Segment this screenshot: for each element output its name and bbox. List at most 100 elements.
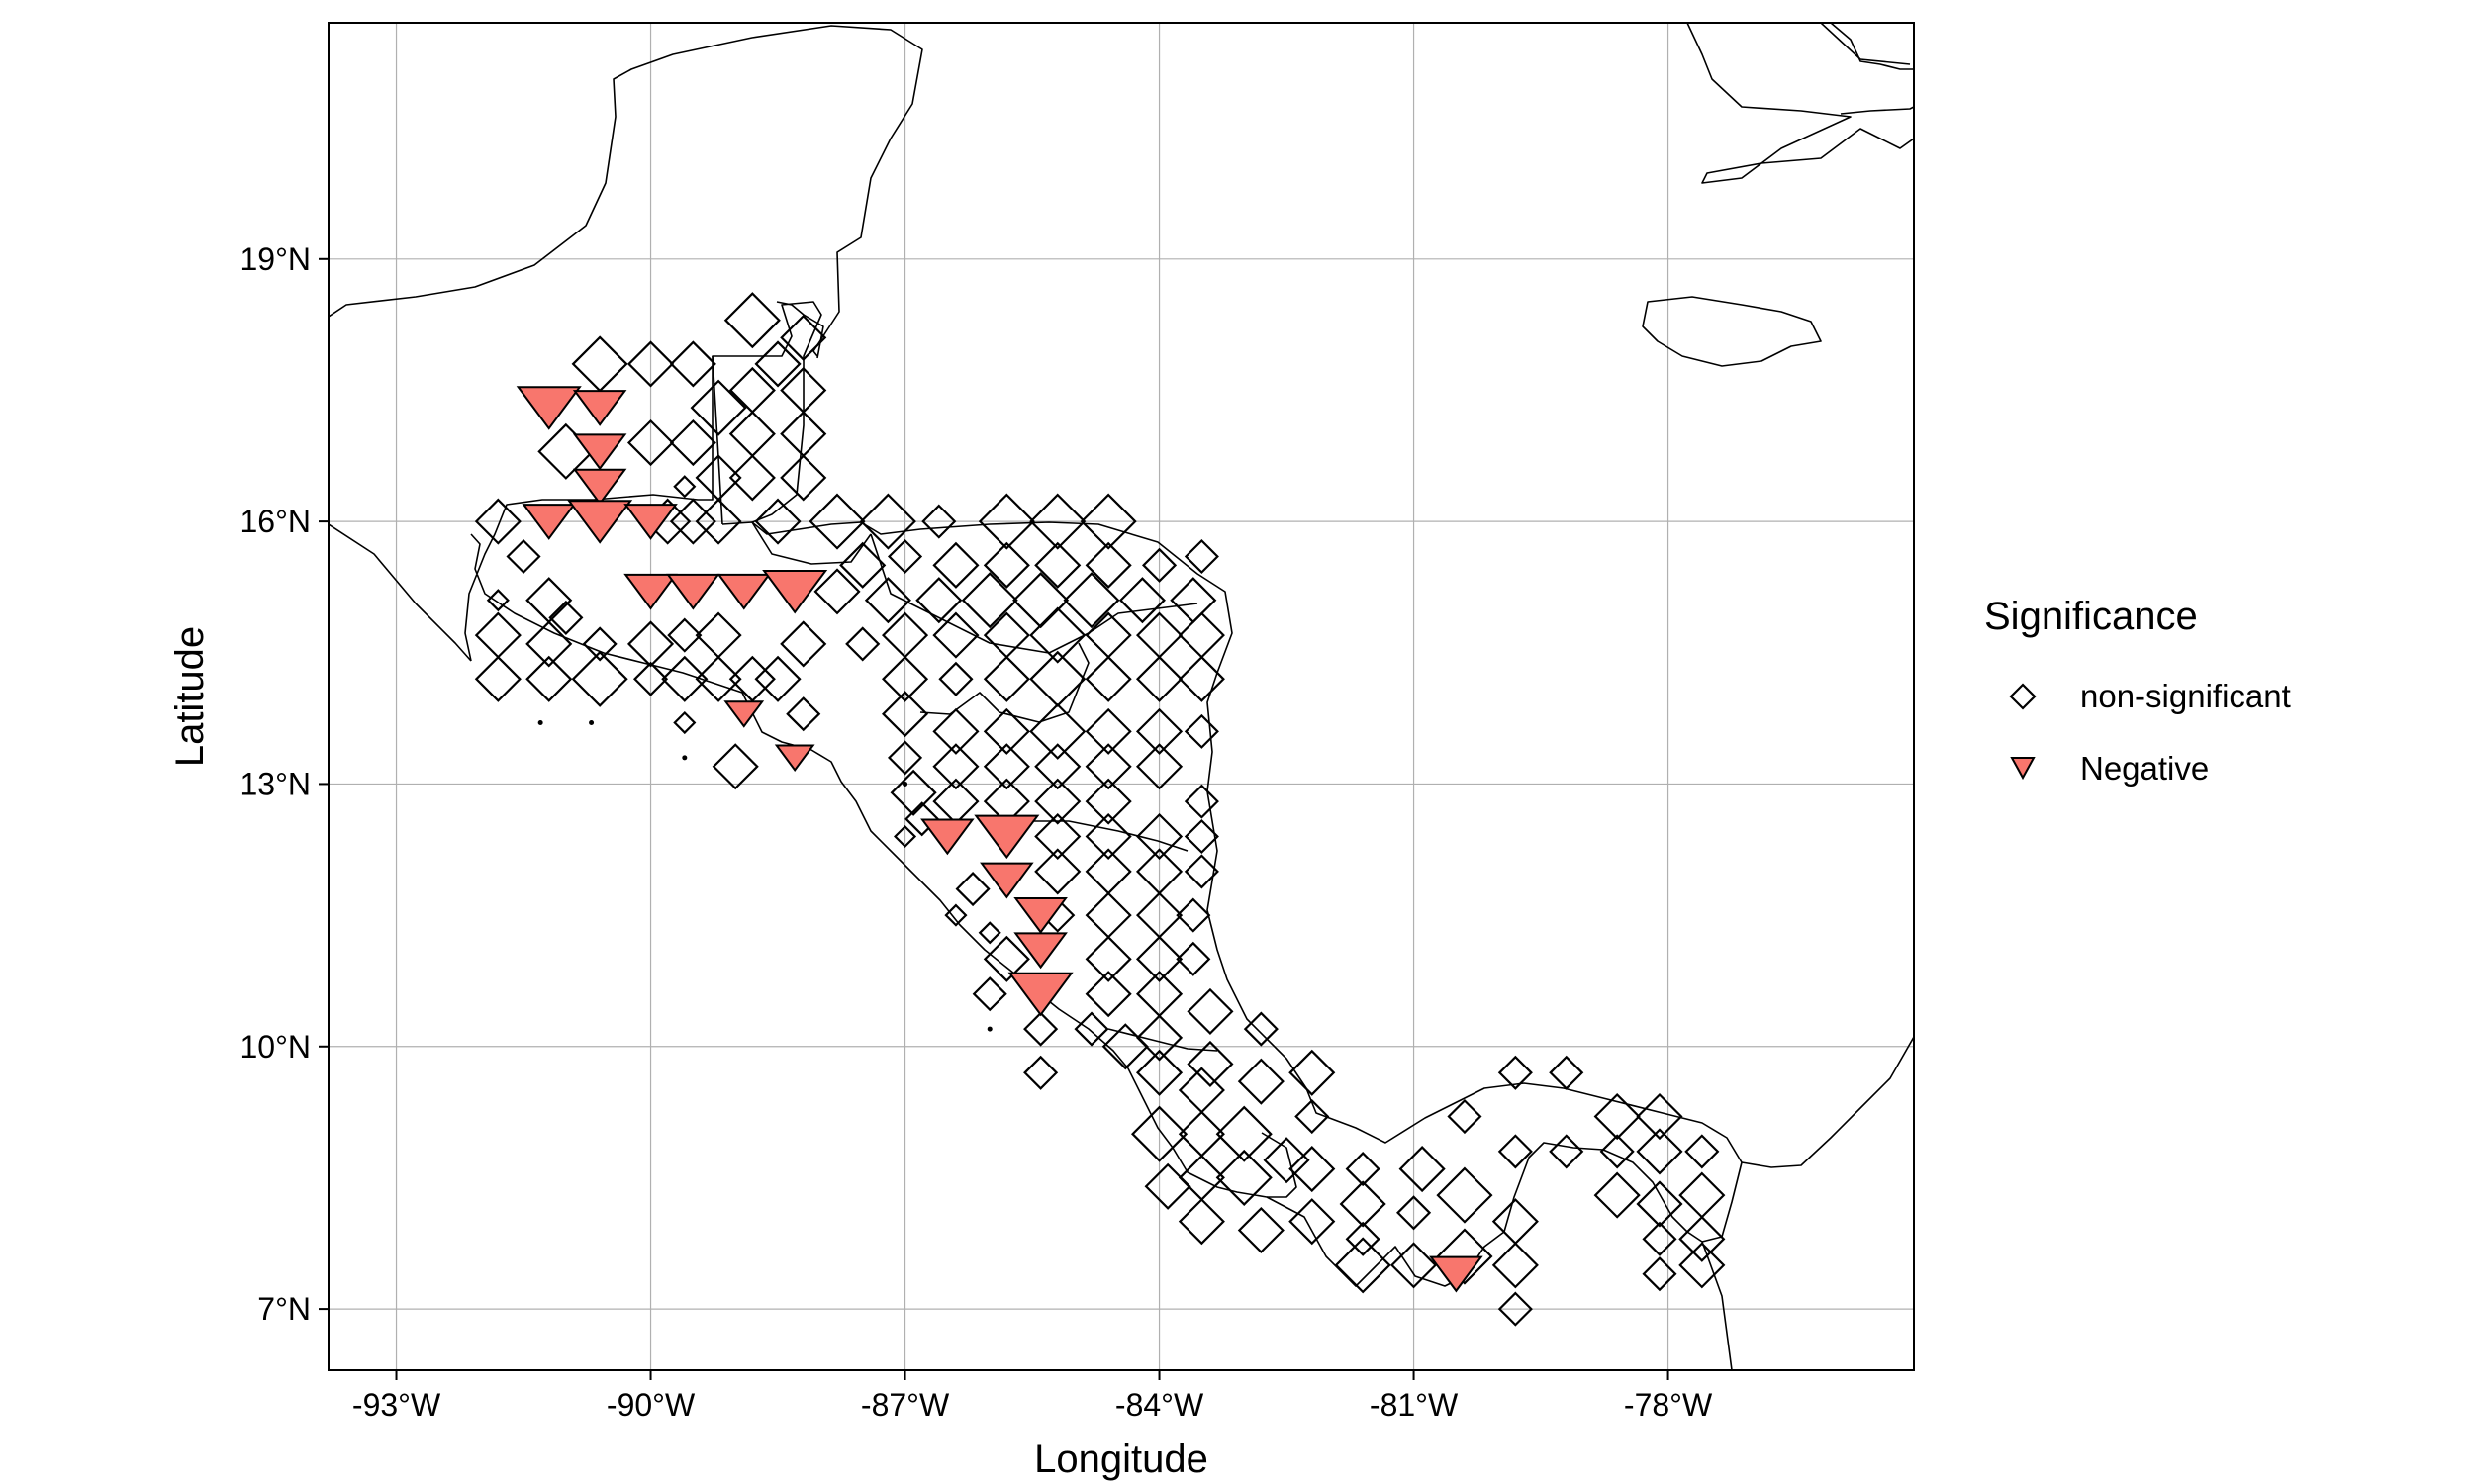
point-non-significant (1184, 713, 1219, 749)
point-non-significant (1118, 577, 1166, 624)
point-non-significant (669, 418, 716, 467)
point-non-significant (932, 611, 980, 659)
point-non-significant (887, 538, 923, 575)
point-non-significant (1130, 1105, 1189, 1162)
point-non-significant (589, 720, 595, 726)
x-tick-label: -93°W (352, 1387, 441, 1423)
point-non-significant (712, 743, 759, 790)
point-non-significant (1636, 1128, 1683, 1175)
point-non-significant (673, 710, 697, 735)
point-non-significant (474, 498, 522, 545)
point-non-significant (1187, 987, 1234, 1035)
point-non-significant (1237, 1058, 1285, 1105)
point-non-significant (1085, 707, 1132, 755)
point-non-significant (1176, 897, 1211, 933)
point-non-significant (786, 696, 821, 732)
point-non-significant (1436, 1228, 1493, 1285)
y-tick-label: 19°N (240, 241, 312, 277)
point-non-significant (987, 1026, 993, 1032)
point-negative (723, 700, 765, 728)
point-non-significant (1243, 1011, 1279, 1047)
x-tick-label: -87°W (861, 1387, 950, 1423)
point-non-significant (525, 655, 573, 702)
point-non-significant (1029, 702, 1087, 760)
point-non-significant (881, 655, 929, 702)
point-negative (567, 500, 633, 544)
point-negative (716, 573, 772, 610)
point-non-significant (881, 691, 929, 738)
point-non-significant (754, 655, 802, 702)
markers (474, 292, 1726, 1327)
point-negative (572, 433, 627, 471)
point-non-significant (1263, 1137, 1310, 1184)
point-non-significant (1339, 1180, 1386, 1228)
point-non-significant (1187, 1040, 1234, 1088)
point-non-significant (813, 568, 861, 615)
x-axis-title: Longitude (1034, 1438, 1208, 1481)
point-non-significant (1034, 743, 1082, 790)
point-non-significant (1642, 1256, 1677, 1292)
point-negative (623, 573, 678, 610)
point-non-significant (845, 626, 881, 662)
point-non-significant (1085, 541, 1132, 589)
legend-triangle-symbol (2010, 757, 2036, 781)
point-non-significant (474, 655, 522, 702)
point-non-significant (695, 655, 742, 702)
point-non-significant (754, 340, 802, 388)
point-non-significant (1135, 812, 1184, 861)
point-non-significant (1135, 743, 1184, 790)
point-non-significant (1215, 1105, 1273, 1162)
point-non-significant (1678, 1242, 1726, 1289)
y-tick-label: 16°N (240, 504, 312, 539)
point-non-significant (1178, 655, 1225, 702)
x-tick-label: -84°W (1115, 1387, 1204, 1423)
legend-entry-negative: Negative (2010, 750, 2209, 787)
point-non-significant (1549, 1134, 1584, 1169)
point-non-significant (571, 650, 628, 707)
point-negative (774, 744, 815, 772)
point-non-significant (1029, 606, 1087, 664)
point-non-significant (1135, 655, 1184, 702)
point-non-significant (983, 743, 1030, 790)
point-negative (1429, 1255, 1483, 1293)
point-non-significant (1034, 812, 1082, 861)
point-non-significant (626, 620, 675, 668)
point-non-significant (1023, 1055, 1059, 1090)
point-negative (920, 818, 975, 856)
point-non-significant (582, 626, 618, 662)
point-non-significant (1288, 1049, 1336, 1096)
point-non-significant (1176, 941, 1211, 976)
point-non-significant (1085, 778, 1132, 825)
point-non-significant (506, 538, 541, 575)
point-negative (572, 468, 627, 506)
point-non-significant (932, 541, 980, 589)
point-negative (1007, 972, 1074, 1017)
legend-entry-non-significant: non-significant (2009, 678, 2291, 714)
point-non-significant (915, 577, 963, 624)
point-non-significant (1135, 1049, 1184, 1096)
point-non-significant (780, 454, 827, 502)
point-non-significant (1678, 1215, 1726, 1262)
x-tick-label: -81°W (1370, 1387, 1459, 1423)
point-non-significant (903, 781, 908, 787)
legend-label-non-significant: non-significant (2080, 678, 2291, 714)
point-non-significant (1599, 1134, 1635, 1169)
point-non-significant (669, 340, 716, 388)
point-non-significant (1237, 1206, 1285, 1254)
point-non-significant (1447, 1098, 1482, 1135)
point-non-significant (1063, 572, 1120, 629)
point-negative (522, 504, 577, 540)
point-non-significant (887, 740, 923, 776)
cuba-east (1830, 23, 1914, 70)
point-non-significant (932, 743, 980, 790)
pacific-coast-mexico (329, 523, 472, 662)
point-non-significant (682, 755, 688, 761)
point-non-significant (972, 976, 1007, 1012)
panel-border (328, 22, 1915, 1371)
south-america-coast (1701, 1036, 1914, 1370)
point-negative (623, 504, 678, 540)
point-non-significant (1178, 1198, 1225, 1246)
jamaica-coastline (1642, 296, 1822, 367)
point-non-significant (1398, 1146, 1446, 1193)
